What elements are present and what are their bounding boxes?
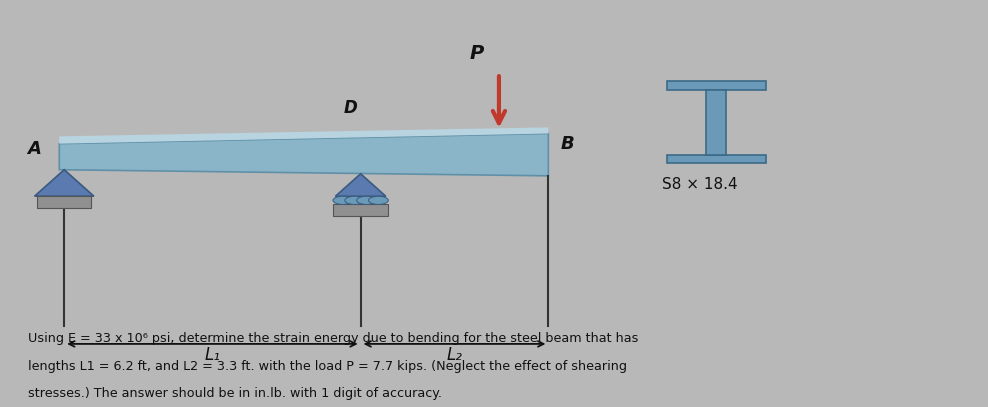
Text: D: D	[344, 99, 358, 117]
Text: P: P	[470, 44, 484, 63]
Polygon shape	[59, 127, 548, 144]
Bar	[667, 81, 766, 90]
Text: Using E = 33 x 10⁶ psi, determine the strain energy due to bending for the steel: Using E = 33 x 10⁶ psi, determine the st…	[28, 332, 638, 345]
Text: L₁: L₁	[205, 346, 220, 364]
Bar	[706, 90, 726, 155]
Text: B: B	[560, 136, 574, 153]
Text: stresses.) The answer should be in in.lb. with 1 digit of accuracy.: stresses.) The answer should be in in.lb…	[28, 387, 442, 400]
Text: S8 × 18.4: S8 × 18.4	[662, 177, 738, 192]
Circle shape	[369, 196, 388, 204]
Polygon shape	[335, 174, 385, 196]
Circle shape	[357, 196, 376, 204]
Bar	[333, 204, 387, 216]
Text: L₂: L₂	[447, 346, 462, 364]
Text: A: A	[28, 140, 41, 158]
Bar	[667, 155, 766, 163]
Polygon shape	[35, 170, 94, 196]
Text: lengths L1 = 6.2 ft, and L2 = 3.3 ft. with the load P = 7.7 kips. (Neglect the e: lengths L1 = 6.2 ft, and L2 = 3.3 ft. wi…	[28, 360, 626, 373]
Bar	[38, 196, 91, 208]
Circle shape	[333, 196, 353, 204]
Circle shape	[345, 196, 365, 204]
Polygon shape	[59, 133, 548, 176]
